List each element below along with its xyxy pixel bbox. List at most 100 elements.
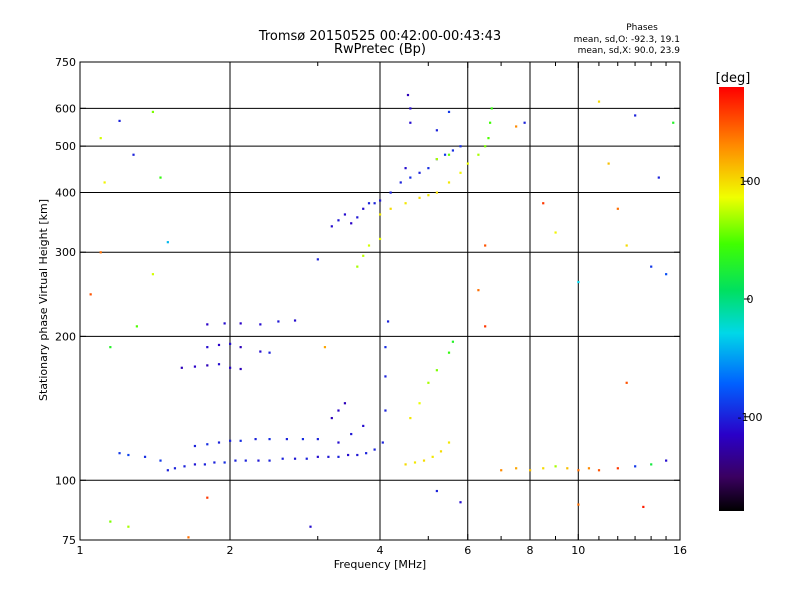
data-point — [362, 207, 365, 210]
data-point — [362, 254, 365, 257]
data-point — [435, 129, 438, 132]
data-point — [447, 153, 451, 156]
data-point — [607, 162, 610, 165]
data-point — [254, 437, 257, 441]
data-point — [118, 452, 121, 455]
x-tick-label: 6 — [464, 544, 471, 557]
data-point — [217, 343, 221, 347]
data-point — [151, 110, 155, 114]
data-point — [330, 416, 333, 420]
phases-title: Phases — [626, 23, 658, 33]
data-point — [343, 402, 347, 405]
data-point — [487, 137, 490, 140]
data-point — [301, 437, 305, 441]
data-point — [384, 346, 387, 349]
data-point — [577, 469, 580, 472]
y-tick-label: 500 — [55, 140, 76, 153]
data-point — [229, 342, 232, 345]
data-point — [515, 467, 518, 470]
x-tick-label: 10 — [571, 544, 585, 557]
data-point — [239, 346, 242, 349]
data-point — [343, 213, 347, 216]
data-point — [484, 145, 487, 148]
data-point — [337, 455, 340, 458]
data-point — [367, 202, 371, 205]
data-point — [239, 439, 242, 442]
x-tick-label: 1 — [77, 544, 84, 557]
y-tick-label: 100 — [55, 474, 76, 487]
data-point — [293, 457, 297, 460]
data-point — [99, 137, 102, 140]
chart-subtitle: RwPretec (Bp) — [334, 42, 426, 57]
data-point — [367, 244, 371, 247]
data-point — [193, 463, 197, 466]
data-point — [566, 467, 569, 470]
data-point — [99, 251, 102, 254]
data-point — [103, 181, 106, 184]
data-point — [330, 225, 333, 228]
data-point — [135, 325, 138, 328]
axis-ticks — [79, 61, 681, 541]
data-point — [435, 369, 438, 372]
data-point — [229, 439, 232, 442]
data-point — [206, 496, 209, 499]
data-point — [327, 455, 330, 458]
data-point — [389, 207, 392, 210]
data-point — [404, 202, 407, 205]
colorbar-tick-label: -100 — [738, 411, 763, 424]
data-point — [379, 213, 382, 216]
data-point — [447, 351, 451, 354]
data-point — [285, 437, 288, 441]
data-point — [268, 459, 271, 462]
data-point — [373, 448, 376, 451]
data-point — [625, 244, 628, 247]
data-point — [459, 501, 462, 504]
data-point — [447, 181, 451, 184]
data-point — [443, 153, 447, 156]
data-point — [634, 465, 637, 468]
colorbar-ticks: 100 0 -100 — [738, 175, 763, 424]
data-point — [268, 437, 271, 441]
data-point — [350, 432, 353, 436]
data-point — [650, 265, 653, 268]
data-point — [362, 424, 365, 428]
data-point — [642, 505, 645, 509]
data-point — [665, 273, 668, 276]
data-point — [435, 489, 438, 493]
data-point — [257, 459, 260, 462]
data-point — [183, 465, 186, 468]
data-point — [422, 459, 426, 462]
data-point — [337, 219, 340, 222]
data-point — [213, 461, 216, 464]
x-axis-label: Frequency [MHz] — [334, 558, 426, 571]
data-point — [143, 455, 147, 458]
data-point — [427, 194, 430, 197]
data-point — [435, 191, 438, 194]
data-point — [418, 402, 421, 405]
data-point — [451, 340, 455, 343]
data-point — [173, 467, 177, 470]
data-point — [316, 437, 319, 441]
data-point — [404, 167, 407, 170]
data-point — [223, 461, 226, 464]
colorbar-tick-label: 100 — [740, 175, 761, 188]
data-point — [554, 465, 557, 468]
data-point — [672, 121, 675, 124]
data-point — [597, 469, 601, 472]
x-tick-label: 2 — [227, 544, 234, 557]
data-point — [109, 346, 112, 349]
y-tick-label: 75 — [62, 534, 76, 547]
y-tick-label: 750 — [55, 56, 76, 69]
data-point — [132, 153, 135, 156]
data-point — [577, 280, 580, 284]
data-point — [217, 441, 221, 444]
data-point — [484, 325, 487, 328]
data-point — [431, 455, 434, 458]
data-point — [577, 503, 580, 506]
data-point — [109, 520, 112, 523]
data-point — [159, 459, 162, 462]
data-point — [418, 196, 421, 199]
data-point — [427, 167, 430, 170]
data-point — [239, 367, 242, 371]
data-point — [337, 409, 340, 412]
